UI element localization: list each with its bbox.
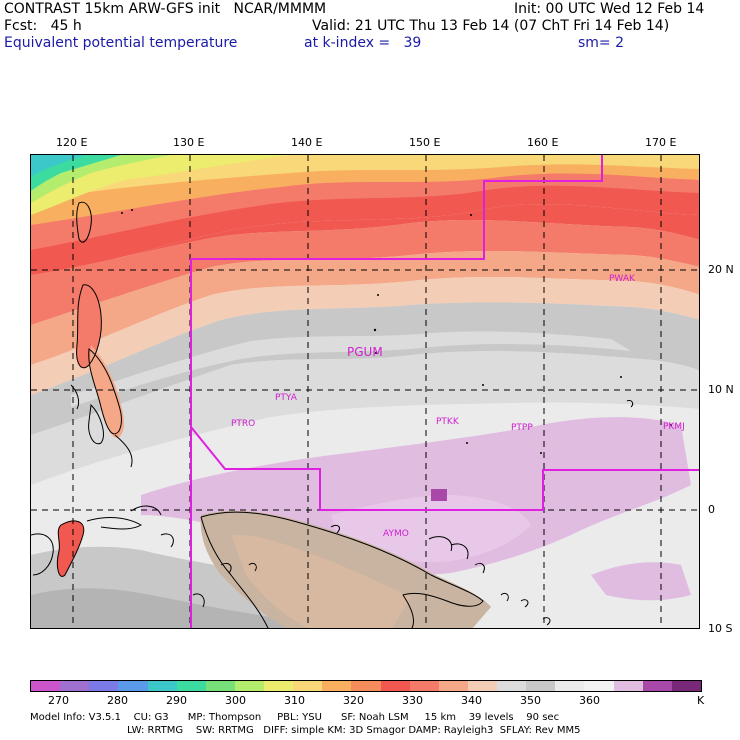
- colorbar-label-320: 320: [343, 694, 364, 707]
- colorbar-label-270: 270: [48, 694, 69, 707]
- colorbar: [30, 680, 702, 692]
- smoothing: sm= 2: [578, 35, 625, 51]
- lat-label-20n: 20 N: [708, 263, 734, 276]
- station-aymo: AYMO: [383, 529, 409, 539]
- colorbar-swatch: [60, 681, 90, 691]
- colorbar-swatch: [31, 681, 61, 691]
- colorbar-label-360: 360: [579, 694, 600, 707]
- colorbar-swatch: [118, 681, 148, 691]
- station-ptro: PTRO: [231, 419, 256, 429]
- colorbar-swatch: [526, 681, 556, 691]
- colorbar-swatch: [293, 681, 323, 691]
- colorbar-swatch: [438, 681, 468, 691]
- colorbar-swatch: [264, 681, 294, 691]
- colorbar-swatch: [613, 681, 643, 691]
- colorbar-swatch: [671, 681, 701, 691]
- colorbar-swatch: [176, 681, 206, 691]
- station-ptkk: PTKK: [436, 417, 459, 427]
- lon-label-160: 160 E: [527, 136, 559, 149]
- colorbar-label-280: 280: [107, 694, 128, 707]
- colorbar-label-340: 340: [461, 694, 482, 707]
- model-info-line2: LW: RRTMG SW: RRTMG DIFF: simple KM: 3D …: [127, 725, 581, 736]
- colorbar-unit: K: [697, 694, 705, 707]
- station-ptpp: PTPP: [511, 423, 533, 433]
- lon-label-140: 140 E: [291, 136, 323, 149]
- lat-label-10s: 10 S: [708, 622, 733, 635]
- colorbar-label-350: 350: [520, 694, 541, 707]
- station-pwak: PWAK: [609, 274, 635, 284]
- colorbar-swatch: [234, 681, 264, 691]
- init-time: Init: 00 UTC Wed 12 Feb 14: [514, 1, 705, 17]
- colorbar-swatch: [351, 681, 381, 691]
- colorbar-swatch: [322, 681, 352, 691]
- station-pkmj: PKMJ: [663, 422, 685, 432]
- theta-e-map: PWAK PGUM PTYA PTRO PTKK PTPP PKMJ AYMO: [30, 154, 700, 629]
- lon-label-130: 130 E: [173, 136, 205, 149]
- lat-label-10n: 10 N: [708, 383, 734, 396]
- colorbar-label-290: 290: [166, 694, 187, 707]
- valid-time: Valid: 21 UTC Thu 13 Feb 14 (07 ChT Fri …: [312, 18, 670, 34]
- colorbar-swatch: [380, 681, 410, 691]
- colorbar-swatch: [147, 681, 177, 691]
- forecast-hour: Fcst: 45 h: [4, 18, 82, 34]
- colorbar-swatch: [409, 681, 439, 691]
- colorbar-swatch: [555, 681, 585, 691]
- colorbar-label-300: 300: [225, 694, 246, 707]
- model-info-line1: Model Info: V3.5.1 CU: G3 MP: Thompson P…: [30, 712, 560, 723]
- station-pgum: PGUM: [347, 345, 383, 359]
- colorbar-swatch: [89, 681, 119, 691]
- model-title: CONTRAST 15km ARW-GFS init NCAR/MMMM: [4, 1, 327, 17]
- field-name: Equivalent potential temperature: [4, 35, 238, 51]
- lon-label-120: 120 E: [56, 136, 88, 149]
- colorbar-label-330: 330: [402, 694, 423, 707]
- k-index: at k-index = 39: [304, 35, 422, 51]
- colorbar-swatch: [467, 681, 497, 691]
- colorbar-label-310: 310: [284, 694, 305, 707]
- lat-label-0: 0: [708, 503, 715, 516]
- lon-label-150: 150 E: [409, 136, 441, 149]
- colorbar-swatch: [205, 681, 235, 691]
- colorbar-swatch: [584, 681, 614, 691]
- station-ptya: PTYA: [275, 393, 297, 403]
- lon-label-170: 170 E: [645, 136, 677, 149]
- colorbar-swatch: [497, 681, 527, 691]
- colorbar-swatch: [642, 681, 672, 691]
